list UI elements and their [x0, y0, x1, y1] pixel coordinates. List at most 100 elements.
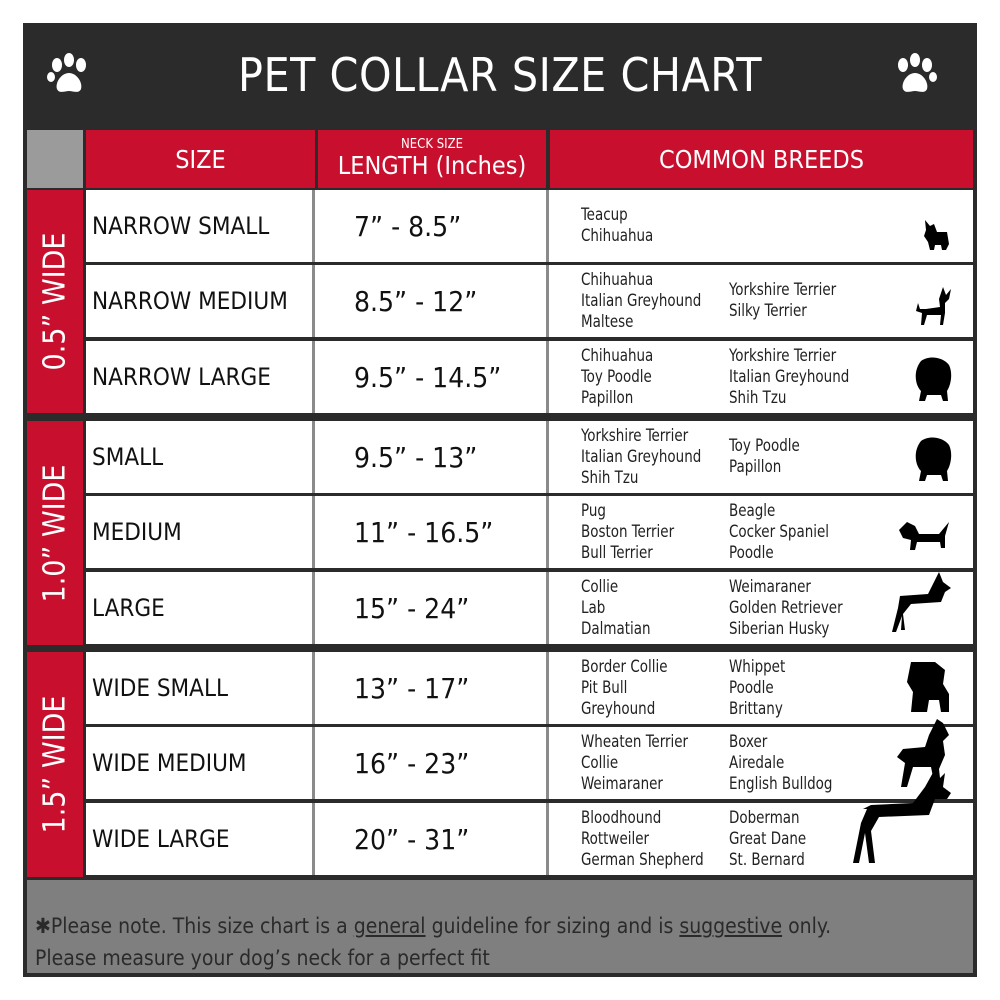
group-text: 0.5” WIDE — [37, 232, 73, 371]
breed: Yorkshire Terrier — [581, 425, 689, 446]
breed: English Bulldog — [729, 773, 833, 794]
breeds-cell: Pug Boston Terrier Bull Terrier Beagle Cock… — [553, 496, 973, 568]
breeds-col-1: Yorkshire Terrier Italian Greyhound Shih T… — [581, 421, 701, 493]
size-cell: NARROW LARGE — [86, 341, 315, 413]
breed: Bull Terrier — [581, 542, 653, 563]
size-cell: MEDIUM — [86, 496, 315, 568]
paw-icon — [47, 53, 86, 92]
breeds-col-1: Chihuahua Italian Greyhound Maltese — [581, 265, 701, 337]
breed: Boxer — [729, 731, 768, 752]
dog-silhouette-icon — [913, 357, 953, 407]
table-row: NARROW MEDIUM 8.5” - 12” Chihuahua Italia… — [86, 265, 973, 337]
length-cell: 13” - 17” — [318, 652, 549, 724]
table-row: WIDE LARGE 20” - 31” Bloodhound Rottweile… — [86, 769, 973, 875]
breed: Italian Greyhound — [581, 446, 702, 467]
breed: Papillon — [729, 457, 782, 477]
group-text: 1.0” WIDE — [37, 464, 73, 602]
breeds-cell: Bloodhound Rottweiler German Shepherd Dobe… — [553, 769, 973, 875]
breed: Golden Retriever — [729, 597, 843, 618]
length-cell: 7” - 8.5” — [318, 190, 549, 262]
corner-cell — [27, 130, 83, 188]
breed: Whippet — [729, 656, 786, 677]
length-cell: 20” - 31” — [318, 803, 549, 875]
table-row: NARROW SMALL 7” - 8.5” Teacup Chihuahua — [86, 190, 973, 262]
dog-silhouette-icon — [849, 769, 953, 869]
breed: Chihuahua — [581, 269, 654, 290]
breed: Cocker Spaniel — [729, 521, 830, 542]
breed: Collie — [581, 576, 619, 597]
breeds-col-2: Boxer Airedale English Bulldog — [729, 727, 832, 799]
breed: St. Bernard — [729, 849, 805, 870]
breeds-col-1: Collie Lab Dalmatian — [581, 572, 651, 644]
breed: German Shepherd — [581, 849, 704, 870]
table-row: WIDE MEDIUM 16” - 23” Wheaten Terrier Col… — [86, 719, 973, 799]
breeds-col-2: Whippet Poodle Brittany — [729, 652, 785, 724]
breed: Pit Bull — [581, 677, 628, 698]
breeds-col-2: Yorkshire Terrier Italian Greyhound Shih T… — [729, 341, 849, 413]
breed: Siberian Husky — [729, 618, 830, 639]
size-cell: NARROW SMALL — [86, 190, 315, 262]
size-cell: NARROW MEDIUM — [86, 265, 315, 337]
breed: Lab — [581, 597, 606, 618]
group-label: 0.5” WIDE — [27, 190, 83, 413]
breed: Dalmatian — [581, 618, 651, 639]
group-label: 1.0” WIDE — [27, 421, 83, 645]
header-size: SIZE — [86, 130, 315, 188]
breeds-cell: Wheaten Terrier Collie Weimaraner Boxer Air… — [553, 719, 973, 799]
length-cell: 15” - 24” — [318, 572, 549, 644]
size-cell: WIDE MEDIUM — [86, 727, 315, 799]
breeds-cell: Yorkshire Terrier Italian Greyhound Shih T… — [553, 421, 973, 493]
breed: Greyhound — [581, 698, 656, 719]
breed: Italian Greyhound — [729, 366, 850, 387]
breed: Airedale — [729, 752, 785, 773]
breed: Wheaten Terrier — [581, 731, 689, 752]
breed: Teacup — [581, 205, 628, 225]
breeds-col-2: Toy Poodle Papillon — [729, 421, 800, 493]
note-text: only. — [788, 914, 832, 938]
breed: Doberman — [729, 807, 800, 828]
paw-icon — [898, 53, 937, 92]
table-row: LARGE 15” - 24” Collie Lab Dalmatian Weima… — [86, 572, 973, 644]
breed: Rottweiler — [581, 828, 650, 849]
breeds-col-1: Bloodhound Rottweiler German Shepherd — [581, 803, 704, 875]
breed: Shih Tzu — [729, 387, 787, 408]
breed: Collie — [581, 752, 619, 773]
breeds-col-1: Teacup Chihuahua — [581, 190, 653, 262]
dog-silhouette-icon — [897, 518, 953, 562]
note-suggestive: suggestive — [679, 914, 783, 938]
breeds-cell: Border Collie Pit Bull Greyhound Whippet Po… — [553, 652, 973, 724]
breeds-col-1: Chihuahua Toy Poodle Papillon — [581, 341, 653, 413]
breed: Poodle — [729, 677, 774, 698]
length-cell: 8.5” - 12” — [318, 265, 549, 337]
breed: Weimaraner — [729, 576, 811, 597]
breed: Boston Terrier — [581, 521, 675, 542]
table-row: WIDE SMALL 13” - 17” Border Collie Pit Bu… — [86, 652, 973, 724]
size-cell: SMALL — [86, 421, 315, 493]
breed: Brittany — [729, 698, 783, 719]
breed: Weimaraner — [581, 773, 663, 794]
breeds-col-2: Weimaraner Golden Retriever Siberian Husky — [729, 572, 843, 644]
header-breeds: COMMON BREEDS — [550, 130, 973, 188]
length-cell: 9.5” - 14.5” — [318, 341, 549, 413]
breeds-col-2: Yorkshire Terrier Silky Terrier — [729, 265, 836, 337]
breeds-cell: Chihuahua Toy Poodle Papillon Yorkshire Te… — [553, 341, 973, 413]
footer-note: ✱Please note. This size chart is a gener… — [27, 880, 973, 973]
breeds-cell: Chihuahua Italian Greyhound Maltese Yorksh… — [553, 265, 973, 337]
breeds-col-2: Doberman Great Dane St. Bernard — [729, 803, 806, 875]
breed: Maltese — [581, 311, 634, 332]
length-cell: 16” - 23” — [318, 727, 549, 799]
dog-silhouette-icon — [913, 437, 953, 487]
breeds-col-2: Beagle Cocker Spaniel Poodle — [729, 496, 829, 568]
note-general: general — [353, 914, 426, 938]
breeds-col-1: Border Collie Pit Bull Greyhound — [581, 652, 668, 724]
note-line-2: Please measure your dog’s neck for a per… — [35, 946, 490, 970]
size-chart: PET COLLAR SIZE CHART SIZE NECK SIZE LEN… — [23, 23, 977, 977]
breed: Papillon — [581, 387, 634, 408]
table-row: NARROW LARGE 9.5” - 14.5” Chihuahua Toy P… — [86, 341, 973, 413]
note-text: guideline for sizing and is — [431, 914, 674, 938]
breed: Great Dane — [729, 828, 807, 849]
breeds-cell: Collie Lab Dalmatian Weimaraner Golden Retr… — [553, 572, 973, 644]
length-cell: 11” - 16.5” — [318, 496, 549, 568]
dog-silhouette-icon — [921, 218, 953, 256]
breed: Yorkshire Terrier — [729, 345, 837, 366]
